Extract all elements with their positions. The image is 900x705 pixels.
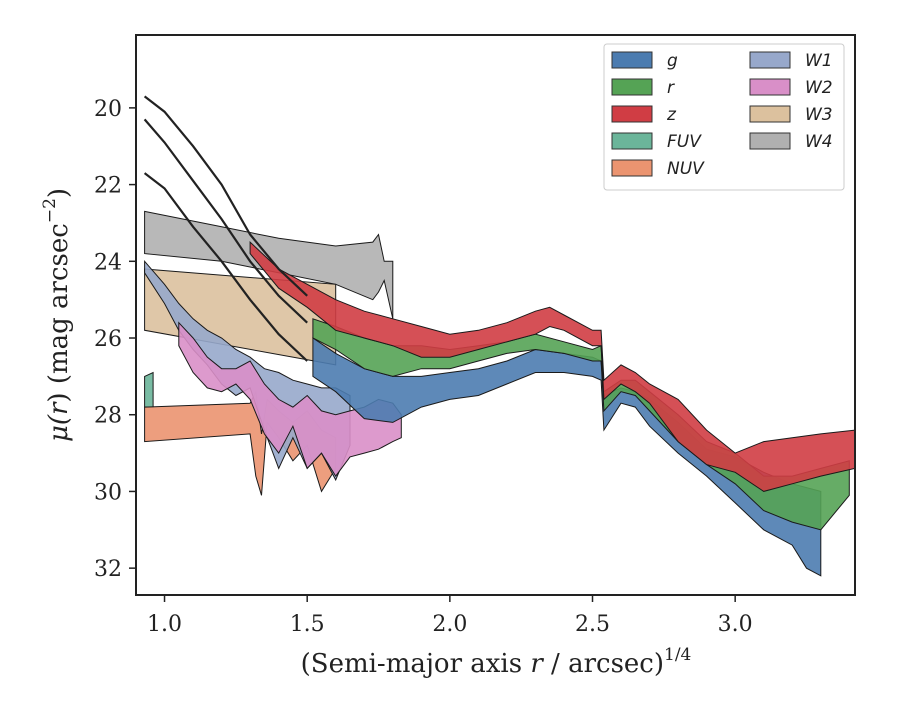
x-axis-label: (Semi-major axis r / arcsec)1/4 [301,645,692,679]
x-axis-label-var: r [530,649,544,679]
y-axis-label-mu: μ( [44,414,74,442]
x-tick-label: 1.5 [290,612,325,637]
y-tick-label: 20 [94,97,122,122]
y-tick-label: 24 [94,250,122,275]
profile-line-2 [143,118,308,324]
y-tick-label: 26 [94,327,122,352]
legend-swatch-w2 [749,78,791,96]
y-tick-label: 32 [94,557,122,582]
band-w2 [178,321,402,477]
y-tick-label: 30 [94,480,122,505]
legend-label-w1: W1 [805,51,833,71]
y-axis-label-close: ) [44,188,74,198]
legend-swatch-w1 [749,51,791,69]
legend-label-g: g [667,51,678,71]
axes: 1.0 1.5 2.0 2.5 3.0 20 22 24 26 28 30 32 (Semi-maj… [40,34,856,679]
plot-area [143,95,855,577]
x-axis-label-tail: / arcsec) [543,649,664,679]
legend-items: grz FUV NUV W1 W2 W3 W4 [611,51,833,179]
x-tick-label: 2.5 [575,612,610,637]
legend-swatch-z [611,105,653,123]
band-g [312,337,822,577]
y-axis-label-var: r [44,401,74,415]
legend-swatch-r [611,78,653,96]
profile-line-1 [143,95,308,297]
x-axis-ticks: 1.0 1.5 2.0 2.5 3.0 [147,595,753,637]
y-axis-label: μ(r) (mag arcsec−2) [40,188,74,442]
y-axis-ticks: 20 22 24 26 28 30 32 [94,97,136,582]
legend-label-w4: W4 [805,132,833,152]
legend: grz FUV NUV W1 W2 W3 W4 [603,43,845,191]
x-tick-label: 3.0 [718,612,753,637]
legend-swatch-nuv [611,159,653,177]
legend-swatch-w4 [749,132,791,150]
profile-line-3 [143,172,308,362]
legend-label-w3: W3 [805,105,833,125]
legend-label-r: r [667,78,675,98]
legend-swatch-w3 [749,105,791,123]
x-axis-label-main: (Semi-major axis [301,649,531,679]
x-tick-label: 1.0 [147,612,182,637]
x-tick-label: 2.0 [432,612,467,637]
y-axis-label-tail: ) (mag arcsec [44,223,74,402]
band-z [249,240,855,492]
y-tick-label: 28 [94,404,122,429]
y-tick-label: 22 [94,174,122,199]
legend-label-fuv: FUV [667,132,702,152]
legend-swatch-fuv [611,132,653,150]
legend-swatch-g [611,51,653,69]
plot-frame [135,34,856,596]
band-fuv [144,371,154,408]
y-axis-label-sup: −2 [40,198,60,223]
legend-label-z: z [666,105,677,125]
x-axis-label-sup: 1/4 [664,645,691,665]
legend-label-nuv: NUV [667,159,705,179]
legend-label-w2: W2 [805,78,833,98]
